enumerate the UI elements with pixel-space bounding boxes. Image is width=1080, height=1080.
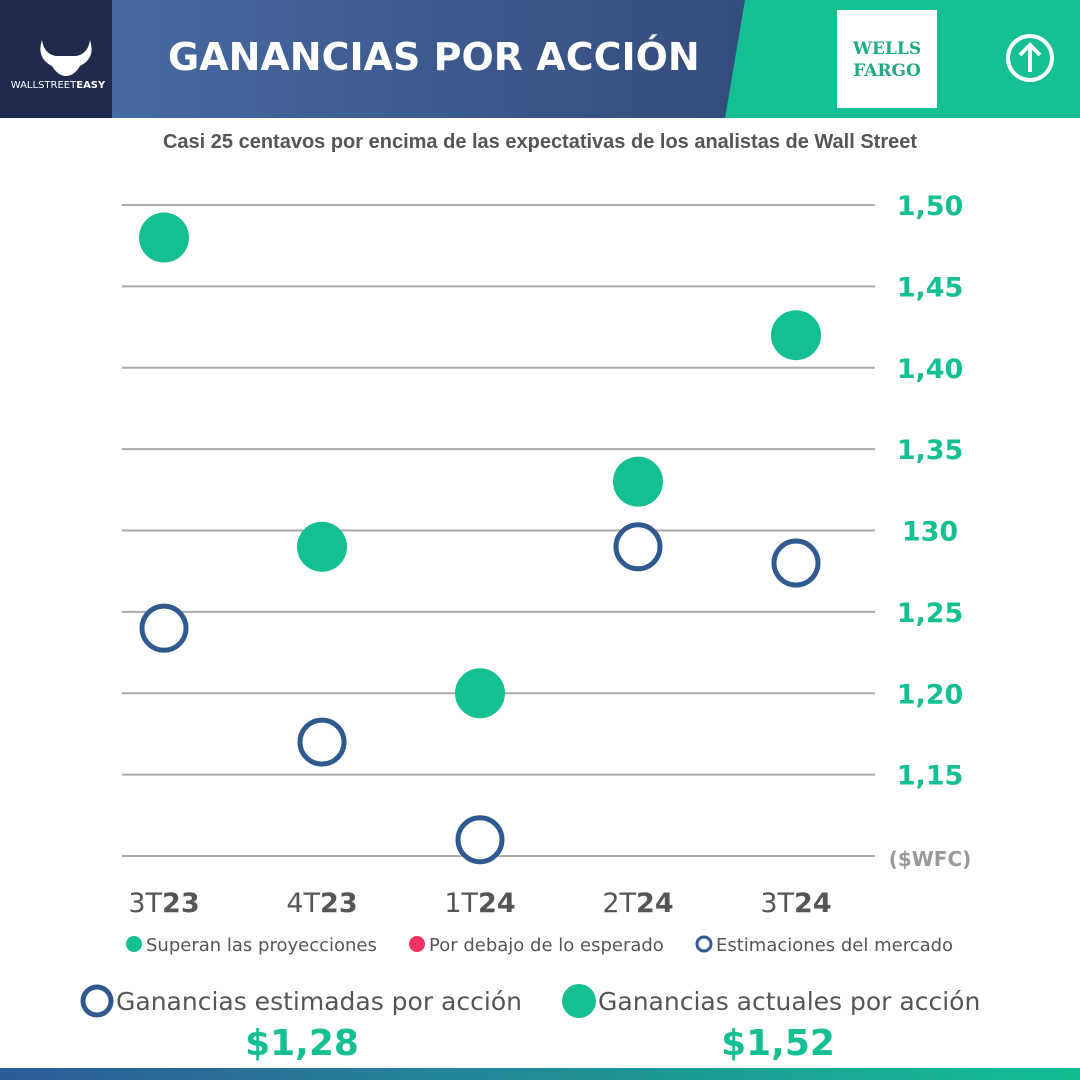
x-tick-part: 23 [162, 888, 200, 919]
point [613, 522, 663, 572]
brand-icon [40, 40, 92, 76]
y-tick-label: 1,25 [897, 598, 964, 629]
x-tick-part: 24 [636, 888, 674, 919]
point [455, 668, 505, 719]
y-tick-label: 1,45 [897, 272, 964, 303]
point [613, 456, 663, 507]
y-tick-label: 1,15 [897, 761, 964, 792]
y-tick-label: 1,50 [897, 191, 964, 222]
x-tick-label: 2T24 [602, 888, 673, 919]
y-tick-label: 1,20 [897, 679, 964, 710]
point [771, 538, 821, 588]
x-tick-label: 3T23 [128, 888, 199, 919]
legend-label: Por debajo de lo esperado [429, 935, 664, 956]
legend-marker [695, 935, 713, 953]
x-tick-label: 3T24 [760, 888, 831, 919]
company-logo-line: FARGO [853, 61, 921, 81]
x-tick-part: 24 [478, 888, 516, 919]
company-logo-line: WELLS [852, 39, 921, 59]
x-tick-part: 3T [128, 888, 162, 919]
summary-marker [562, 984, 596, 1018]
x-tick-part: 3T [760, 888, 794, 919]
legend-label: Estimaciones del mercado [716, 935, 953, 956]
brand-light: WALLSTREET [11, 80, 77, 91]
point [139, 212, 189, 263]
y-tick-label: 1,40 [897, 354, 964, 385]
x-tick-part: 23 [320, 888, 358, 919]
brand-name: WALLSTREETEASY [11, 80, 106, 91]
title: GANANCIAS POR ACCIÓN [168, 35, 700, 79]
x-tick-part: 24 [794, 888, 832, 919]
summary-value: $1,28 [245, 1023, 359, 1064]
legend-marker [126, 936, 142, 952]
point [297, 521, 347, 572]
brand-bold: EASY [76, 80, 106, 91]
y-tick-label: ($WFC) [889, 847, 972, 871]
footer-strip [0, 1068, 1080, 1080]
y-tick-label: 130 [902, 517, 958, 548]
point [771, 310, 821, 361]
summary-marker [80, 984, 114, 1018]
summary-label: Ganancias estimadas por acción [116, 987, 522, 1016]
x-tick-label: 1T24 [444, 888, 515, 919]
x-tick-label: 4T23 [286, 888, 357, 919]
summary-value: $1,52 [721, 1023, 835, 1064]
x-tick-part: 4T [286, 888, 320, 919]
point [455, 815, 505, 865]
x-tick-part: 1T [444, 888, 478, 919]
subtitle: Casi 25 centavos por encima de las expec… [163, 131, 917, 153]
legend-marker [409, 936, 425, 952]
arrow-icon [1006, 34, 1054, 82]
point [139, 603, 189, 653]
x-tick-part: 2T [602, 888, 636, 919]
company-logo-box [837, 10, 937, 108]
y-tick-label: 1,35 [897, 435, 964, 466]
point [297, 717, 347, 767]
summary-label: Ganancias actuales por acción [598, 987, 980, 1016]
arrow-icon-path [1018, 42, 1042, 72]
legend-label: Superan las proyecciones [146, 935, 377, 956]
